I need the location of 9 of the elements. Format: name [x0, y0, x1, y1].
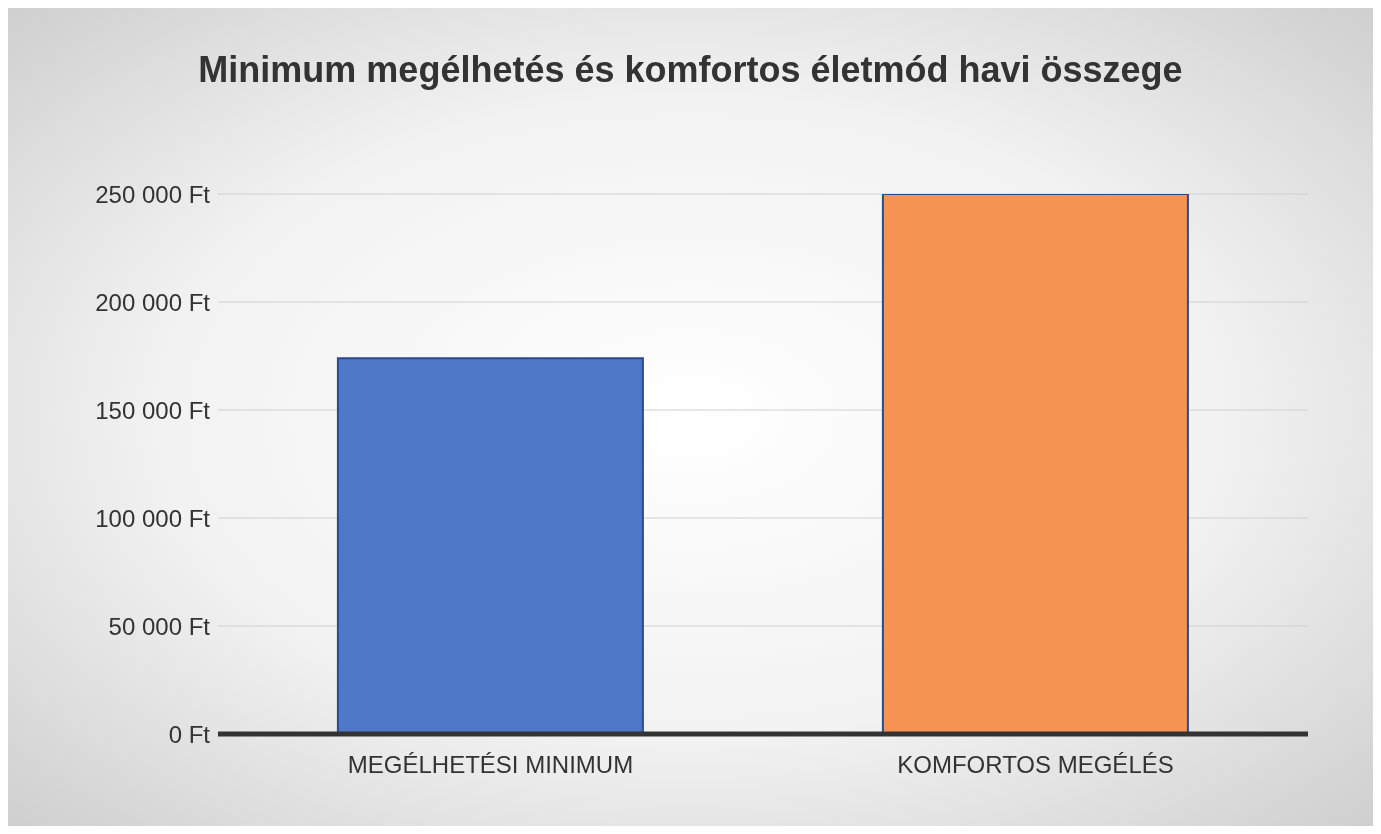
x-tick-label: KOMFORTOS MEGÉLÉS: [897, 751, 1174, 779]
y-tick-label: 200 000 Ft: [95, 288, 211, 316]
y-tick-label: 50 000 Ft: [108, 612, 211, 640]
y-tick-label: 250 000 Ft: [95, 180, 211, 208]
y-tick-label: 150 000 Ft: [95, 396, 211, 424]
y-tick-label: 0 Ft: [168, 720, 211, 748]
x-tick-label: MEGÉLHETÉSI MINIMUM: [347, 751, 634, 779]
chart-title: Minimum megélhetés és komfortos életmód havi összege: [197, 48, 1184, 92]
y-tick-label: 100 000 Ft: [95, 504, 211, 532]
